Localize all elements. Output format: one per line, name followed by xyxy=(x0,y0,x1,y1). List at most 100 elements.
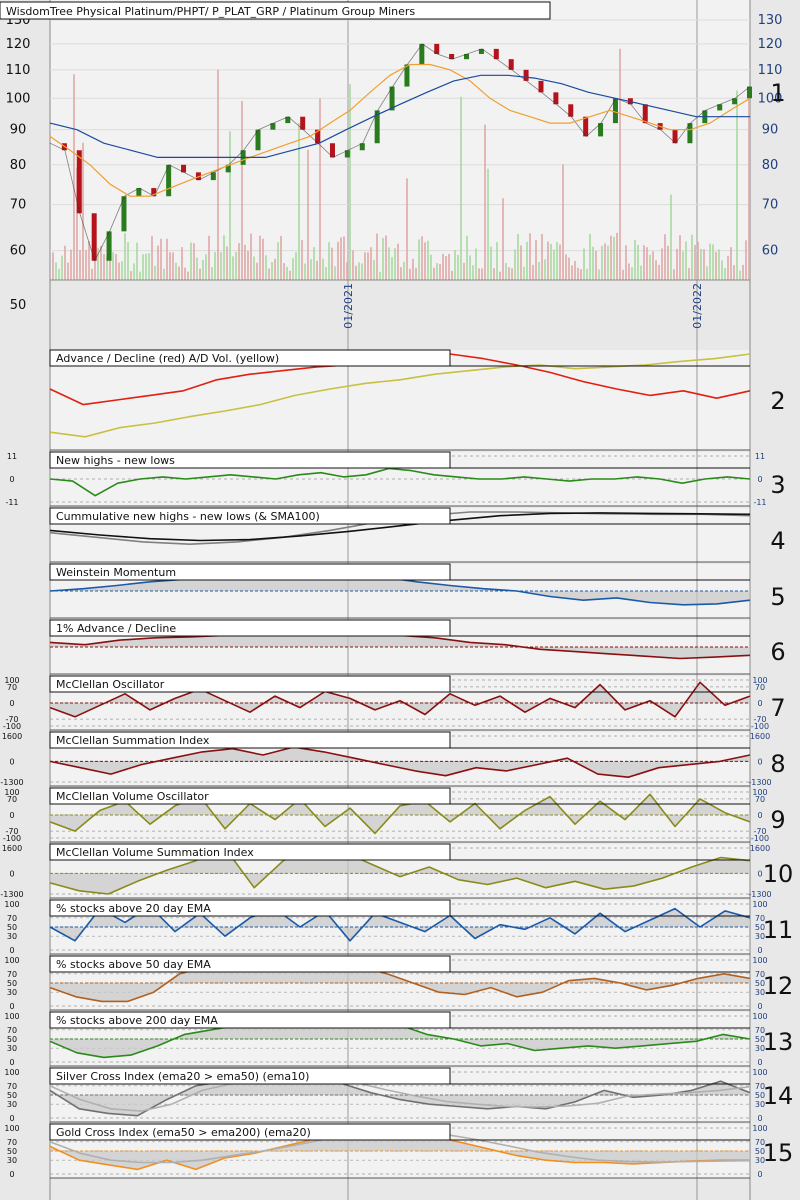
volume-bar xyxy=(640,265,642,280)
volume-bar xyxy=(517,234,519,280)
volume-bar xyxy=(661,248,663,280)
volume-bar xyxy=(457,254,459,280)
panel-7-tick-left: -100 xyxy=(3,722,21,731)
panel-7-tick-left: 100 xyxy=(4,676,19,685)
volume-bar xyxy=(463,262,465,280)
panel-14-tick-left: 70 xyxy=(7,1082,17,1091)
panel-11-title: % stocks above 20 day EMA xyxy=(56,902,211,915)
price-candle xyxy=(315,129,321,144)
volume-bar xyxy=(703,249,705,280)
volume-bar xyxy=(124,233,126,280)
panel-8-title-box xyxy=(49,731,451,749)
panel-8-title: McClellan Summation Index xyxy=(56,734,210,747)
volume-bar xyxy=(58,268,60,280)
volume-bar xyxy=(262,238,264,280)
volume-bar xyxy=(421,236,423,280)
volume-bar xyxy=(553,249,555,280)
volume-bar xyxy=(664,234,666,280)
volume-bar xyxy=(733,265,735,280)
price-candle xyxy=(285,116,291,124)
price-candle xyxy=(151,188,157,197)
volume-bar xyxy=(268,268,270,280)
volume-bar xyxy=(355,265,357,280)
panel-number-6: 6 xyxy=(770,638,785,666)
volume-bar xyxy=(289,270,291,280)
volume-bar xyxy=(409,268,411,280)
volume-bar xyxy=(193,243,195,280)
price-candle xyxy=(270,123,276,130)
panel-3-title-box xyxy=(49,451,451,469)
panel-4-title: Cummulative new highs - new lows (& SMA1… xyxy=(56,510,320,523)
volume-bar xyxy=(694,244,696,280)
price-tick-right: 70 xyxy=(762,198,779,213)
panel-3-tick-left: -11 xyxy=(5,498,18,507)
price-tick-right: 120 xyxy=(758,37,783,52)
panel-8-series-1 xyxy=(49,746,751,778)
price-candle xyxy=(464,53,470,60)
volume-bar xyxy=(136,242,138,280)
volume-bar xyxy=(73,74,75,281)
price-tick-right: 100 xyxy=(758,91,783,106)
panel-14-tick-right: 50 xyxy=(755,1091,765,1100)
panel-9-tick-right: -70 xyxy=(753,827,766,836)
panel-4-title-box xyxy=(49,507,451,525)
volume-bar xyxy=(499,271,501,280)
volume-bar xyxy=(649,254,651,280)
price-candle xyxy=(493,48,499,60)
panel-14-title-box xyxy=(49,1067,451,1085)
panel-7-tick-right: 70 xyxy=(755,683,765,692)
volume-bar xyxy=(493,268,495,280)
panel-14-tick-left: 100 xyxy=(4,1068,19,1077)
price-candle xyxy=(478,48,484,54)
volume-bar xyxy=(646,247,648,280)
volume-bar xyxy=(529,233,531,280)
volume-bar xyxy=(82,142,84,280)
panel-9-tick-left: 0 xyxy=(9,811,14,820)
volume-bar xyxy=(589,233,591,280)
volume-bar xyxy=(301,239,303,280)
volume-bar xyxy=(568,257,570,280)
volume-bar xyxy=(445,256,447,280)
volume-bar xyxy=(415,267,417,280)
panel-number-5: 5 xyxy=(770,583,785,611)
volume-bar xyxy=(460,96,462,280)
volume-bar xyxy=(163,268,165,280)
panel-13-title-box xyxy=(49,1011,451,1029)
panel-number-1: 1 xyxy=(770,79,785,107)
volume-bar xyxy=(232,256,234,280)
panel-14-tick-left: 30 xyxy=(7,1100,17,1109)
volume-bar xyxy=(184,267,186,280)
volume-bar xyxy=(130,271,132,280)
volume-bar xyxy=(358,262,360,280)
panel-12-title-box xyxy=(49,955,451,973)
panel-9-tick-right: 70 xyxy=(755,795,765,804)
panel-10-series-1 xyxy=(49,847,751,895)
volume-bar xyxy=(64,245,66,280)
price-candle xyxy=(508,59,514,70)
volume-bar xyxy=(226,246,228,280)
volume-bar xyxy=(520,245,522,280)
panel-11-tick-right: 50 xyxy=(755,923,765,932)
volume-bar xyxy=(244,244,246,280)
price-candle xyxy=(612,98,618,124)
volume-bar xyxy=(601,245,603,280)
panel-9-tick-left: 70 xyxy=(7,795,17,804)
price-tick-left: 110 xyxy=(6,63,31,78)
volume-bar xyxy=(217,69,219,280)
panel-12-tick-right: 30 xyxy=(755,988,765,997)
panel-7-series-1 xyxy=(49,681,751,718)
volume-bar xyxy=(304,263,306,280)
moving-average-fast xyxy=(49,63,751,197)
volume-bar xyxy=(151,236,153,280)
volume-bar xyxy=(331,247,333,280)
panel-12-tick-left: 0 xyxy=(9,1002,14,1011)
volume-bar xyxy=(622,269,624,280)
panel-13-tick-left: 70 xyxy=(7,1026,17,1035)
panel-3-tick-right: 11 xyxy=(755,452,765,461)
price-candle xyxy=(434,43,440,54)
price-candle xyxy=(747,86,752,99)
panel-10-tick-right: 1600 xyxy=(750,844,770,853)
volume-bar xyxy=(454,250,456,280)
volume-bar xyxy=(655,260,657,280)
panel-15-tick-right: 30 xyxy=(755,1156,765,1165)
